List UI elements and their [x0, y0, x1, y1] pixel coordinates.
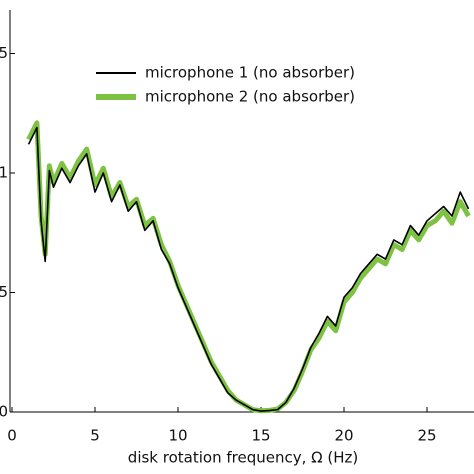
x-tick-label: 5: [90, 427, 100, 445]
x-tick-label: 0: [7, 427, 17, 445]
x-tick-label: 15: [251, 427, 270, 445]
legend-label: microphone 2 (no absorber): [145, 88, 355, 106]
series-line: [27, 126, 470, 412]
y-tick-label: 1: [0, 163, 8, 181]
y-tick-label: 5: [0, 44, 8, 62]
x-axis-label: disk rotation frequency, Ω (Hz): [128, 449, 358, 467]
y-tick-label: 0: [0, 403, 8, 421]
legend-label: microphone 1 (no absorber): [145, 64, 355, 82]
x-tick-label: 10: [168, 427, 187, 445]
y-tick-label: 5: [0, 283, 8, 301]
series-line: [26, 120, 471, 414]
x-tick-label: 20: [334, 427, 353, 445]
x-tick-label: 25: [417, 427, 436, 445]
